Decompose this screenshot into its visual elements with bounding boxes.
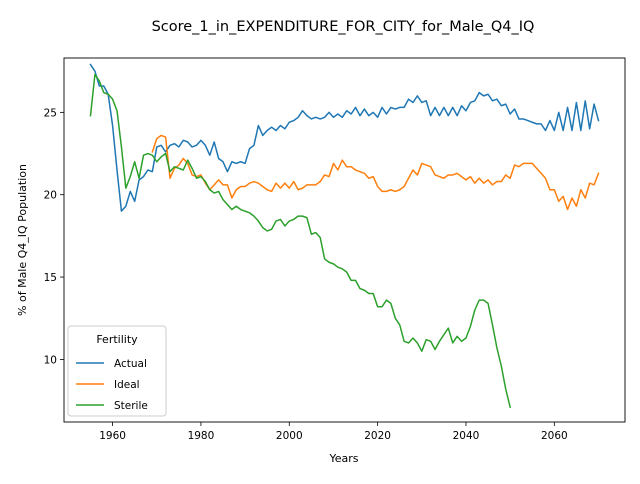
legend: Fertility Actual Ideal Sterile xyxy=(67,325,167,417)
legend-label-ideal: Ideal xyxy=(114,379,140,391)
y-tick-label: 20 xyxy=(44,190,57,202)
x-tick-label: 2060 xyxy=(541,430,568,442)
x-tick-label: 1980 xyxy=(188,430,215,442)
series-line-sterile xyxy=(89,73,512,409)
legend-box xyxy=(67,325,167,417)
series-line-ideal xyxy=(151,134,600,211)
y-axis-label: % of Male Q4_IQ Population xyxy=(16,164,29,316)
legend-title: Fertility xyxy=(96,333,138,346)
y-tick-label: 25 xyxy=(44,107,57,119)
series-line-actual xyxy=(89,63,600,212)
x-tick-label: 2040 xyxy=(453,430,480,442)
legend-label-sterile: Sterile xyxy=(114,400,148,412)
x-tick-label: 2020 xyxy=(364,430,391,442)
x-axis-label: Years xyxy=(328,452,358,465)
x-tick-label: 1960 xyxy=(99,430,126,442)
chart-title: Score_1_in_EXPENDITURE_FOR_CITY_for_Male… xyxy=(152,19,535,35)
x-tick-label: 2000 xyxy=(276,430,303,442)
axis-ticks: 1960 1980 2000 2020 2040 2060 10 15 20 25 xyxy=(44,107,568,442)
y-tick-label: 10 xyxy=(44,354,57,366)
plot-area xyxy=(89,63,600,409)
axes-frame xyxy=(63,57,626,423)
legend-label-actual: Actual xyxy=(114,358,147,370)
y-tick-label: 15 xyxy=(44,272,57,284)
